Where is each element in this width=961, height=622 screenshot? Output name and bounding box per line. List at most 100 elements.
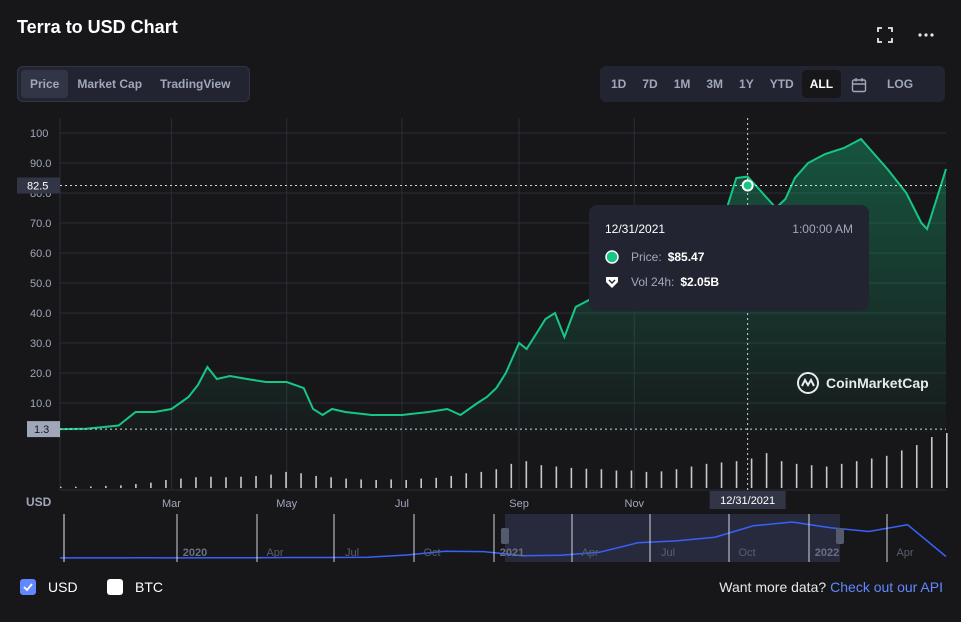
btc-label: BTC xyxy=(135,579,163,595)
base-tag-bg xyxy=(27,421,60,438)
volume-bar xyxy=(765,453,768,488)
y-axis-label: USD xyxy=(26,495,52,509)
tooltip-date: 12/31/2021 xyxy=(605,222,666,236)
volume-bar xyxy=(405,479,407,488)
calendar-button[interactable] xyxy=(841,70,877,98)
volume-bar xyxy=(540,465,543,488)
tooltip-price-value: $85.47 xyxy=(667,250,705,264)
y-tick-label: 30.0 xyxy=(30,338,51,350)
volume-bar xyxy=(585,468,588,488)
volume-bar xyxy=(870,458,873,488)
tooltip-volume-value: $2.05B xyxy=(680,275,720,289)
volume-bar xyxy=(375,479,377,488)
volume-bar xyxy=(300,473,302,488)
y-tick-label: 10.0 xyxy=(30,398,51,410)
navigator-label: 2021 xyxy=(500,547,524,559)
navigator-label: Jul xyxy=(345,547,359,559)
volume-bar xyxy=(450,475,453,488)
volume-bar xyxy=(435,477,438,488)
volume-bar xyxy=(60,486,62,488)
volume-bar xyxy=(150,482,152,488)
volume-bar xyxy=(645,471,648,488)
volume-bar xyxy=(900,450,903,488)
navigator-label: Oct xyxy=(423,547,440,559)
tooltip-time: 1:00:00 AM xyxy=(792,222,853,236)
y-tick-label: 90.0 xyxy=(30,158,51,170)
tab-tradingview[interactable]: TradingView xyxy=(160,77,231,91)
volume-bar xyxy=(825,466,828,488)
btc-toggle[interactable]: BTC xyxy=(107,579,163,595)
date-tag-label: 12/31/2021 xyxy=(720,495,775,507)
price-tag-bg xyxy=(17,177,60,194)
volume-bar xyxy=(615,470,618,488)
coinmarketcap-watermark: CoinMarketCap xyxy=(796,371,929,395)
navigator-selection xyxy=(505,514,840,562)
volume-bar xyxy=(135,483,137,488)
volume-bar xyxy=(630,470,633,488)
chart-tooltip: 12/31/2021 1:00:00 AM Price: $85.47 Vol … xyxy=(589,205,869,311)
tab-price[interactable]: Price xyxy=(21,70,69,98)
range-3m[interactable]: 3M xyxy=(706,77,724,91)
more-icon[interactable] xyxy=(917,26,935,44)
promo: Want more data? Check out our API xyxy=(719,579,943,595)
volume-bar xyxy=(885,455,888,488)
volume-bar xyxy=(480,471,483,488)
volume-bar xyxy=(840,463,843,488)
y-tick-label: 40.0 xyxy=(30,308,51,320)
usd-checkbox[interactable] xyxy=(20,579,36,595)
navigator-label: Apr xyxy=(896,547,913,559)
volume-bar xyxy=(675,469,678,488)
price-tag-label: 82.5 xyxy=(27,181,48,193)
navigator-label: 2020 xyxy=(183,547,207,559)
navigator-line xyxy=(60,521,947,559)
volume-bar xyxy=(360,479,362,488)
navigator-label: Apr xyxy=(266,547,283,559)
page-title: Terra to USD Chart xyxy=(17,17,178,37)
tab-market-cap[interactable]: Market Cap xyxy=(77,77,143,91)
volume-bar xyxy=(465,473,468,488)
y-tick-label: 100 xyxy=(30,128,48,140)
volume-bar xyxy=(330,477,332,488)
x-tick-label: Nov xyxy=(625,498,645,510)
volume-bar xyxy=(735,461,738,488)
tooltip-price-label: Price: xyxy=(631,250,662,264)
crosshair-point xyxy=(741,179,754,192)
y-tick-label: 80.0 xyxy=(30,188,51,200)
volume-bar xyxy=(390,479,392,488)
range-1m[interactable]: 1M xyxy=(673,77,691,91)
volume-bar xyxy=(105,485,107,488)
volume-bar xyxy=(210,476,212,488)
usd-toggle[interactable]: USD xyxy=(20,579,78,595)
range-7d[interactable]: 7D xyxy=(642,77,658,91)
range-ytd[interactable]: YTD xyxy=(769,77,794,91)
log-toggle[interactable]: LOG xyxy=(887,77,914,91)
volume-bar xyxy=(855,461,858,488)
y-tick-label: 50.0 xyxy=(30,278,51,290)
x-tick-label: Sep xyxy=(509,498,529,510)
y-tick-label: 20.0 xyxy=(30,368,51,380)
volume-bar xyxy=(915,445,918,488)
api-link[interactable]: Check out our API xyxy=(830,579,943,595)
navigator-label: 2022 xyxy=(815,547,839,559)
navigator-handle xyxy=(836,528,844,544)
y-tick-label: 70.0 xyxy=(30,218,51,230)
volume-bar xyxy=(285,471,287,488)
volume-bar xyxy=(570,467,573,488)
volume-bar xyxy=(660,471,663,488)
volume-bar xyxy=(420,478,423,488)
volume-bar xyxy=(120,485,122,488)
check-icon xyxy=(23,583,33,592)
btc-checkbox[interactable] xyxy=(107,579,123,595)
volume-bar xyxy=(315,475,317,488)
volume-bar xyxy=(690,466,693,488)
navigator-label: Oct xyxy=(738,547,755,559)
x-tick-label: Jul xyxy=(395,498,409,510)
range-all[interactable]: ALL xyxy=(801,70,842,98)
price-dot-icon xyxy=(605,250,619,264)
coinmarketcap-logo-icon xyxy=(797,372,819,394)
volume-bar xyxy=(225,477,227,488)
volume-bar xyxy=(270,474,272,488)
range-1y[interactable]: 1Y xyxy=(739,77,754,91)
range-1d[interactable]: 1D xyxy=(611,77,627,91)
fullscreen-icon[interactable] xyxy=(876,26,894,44)
